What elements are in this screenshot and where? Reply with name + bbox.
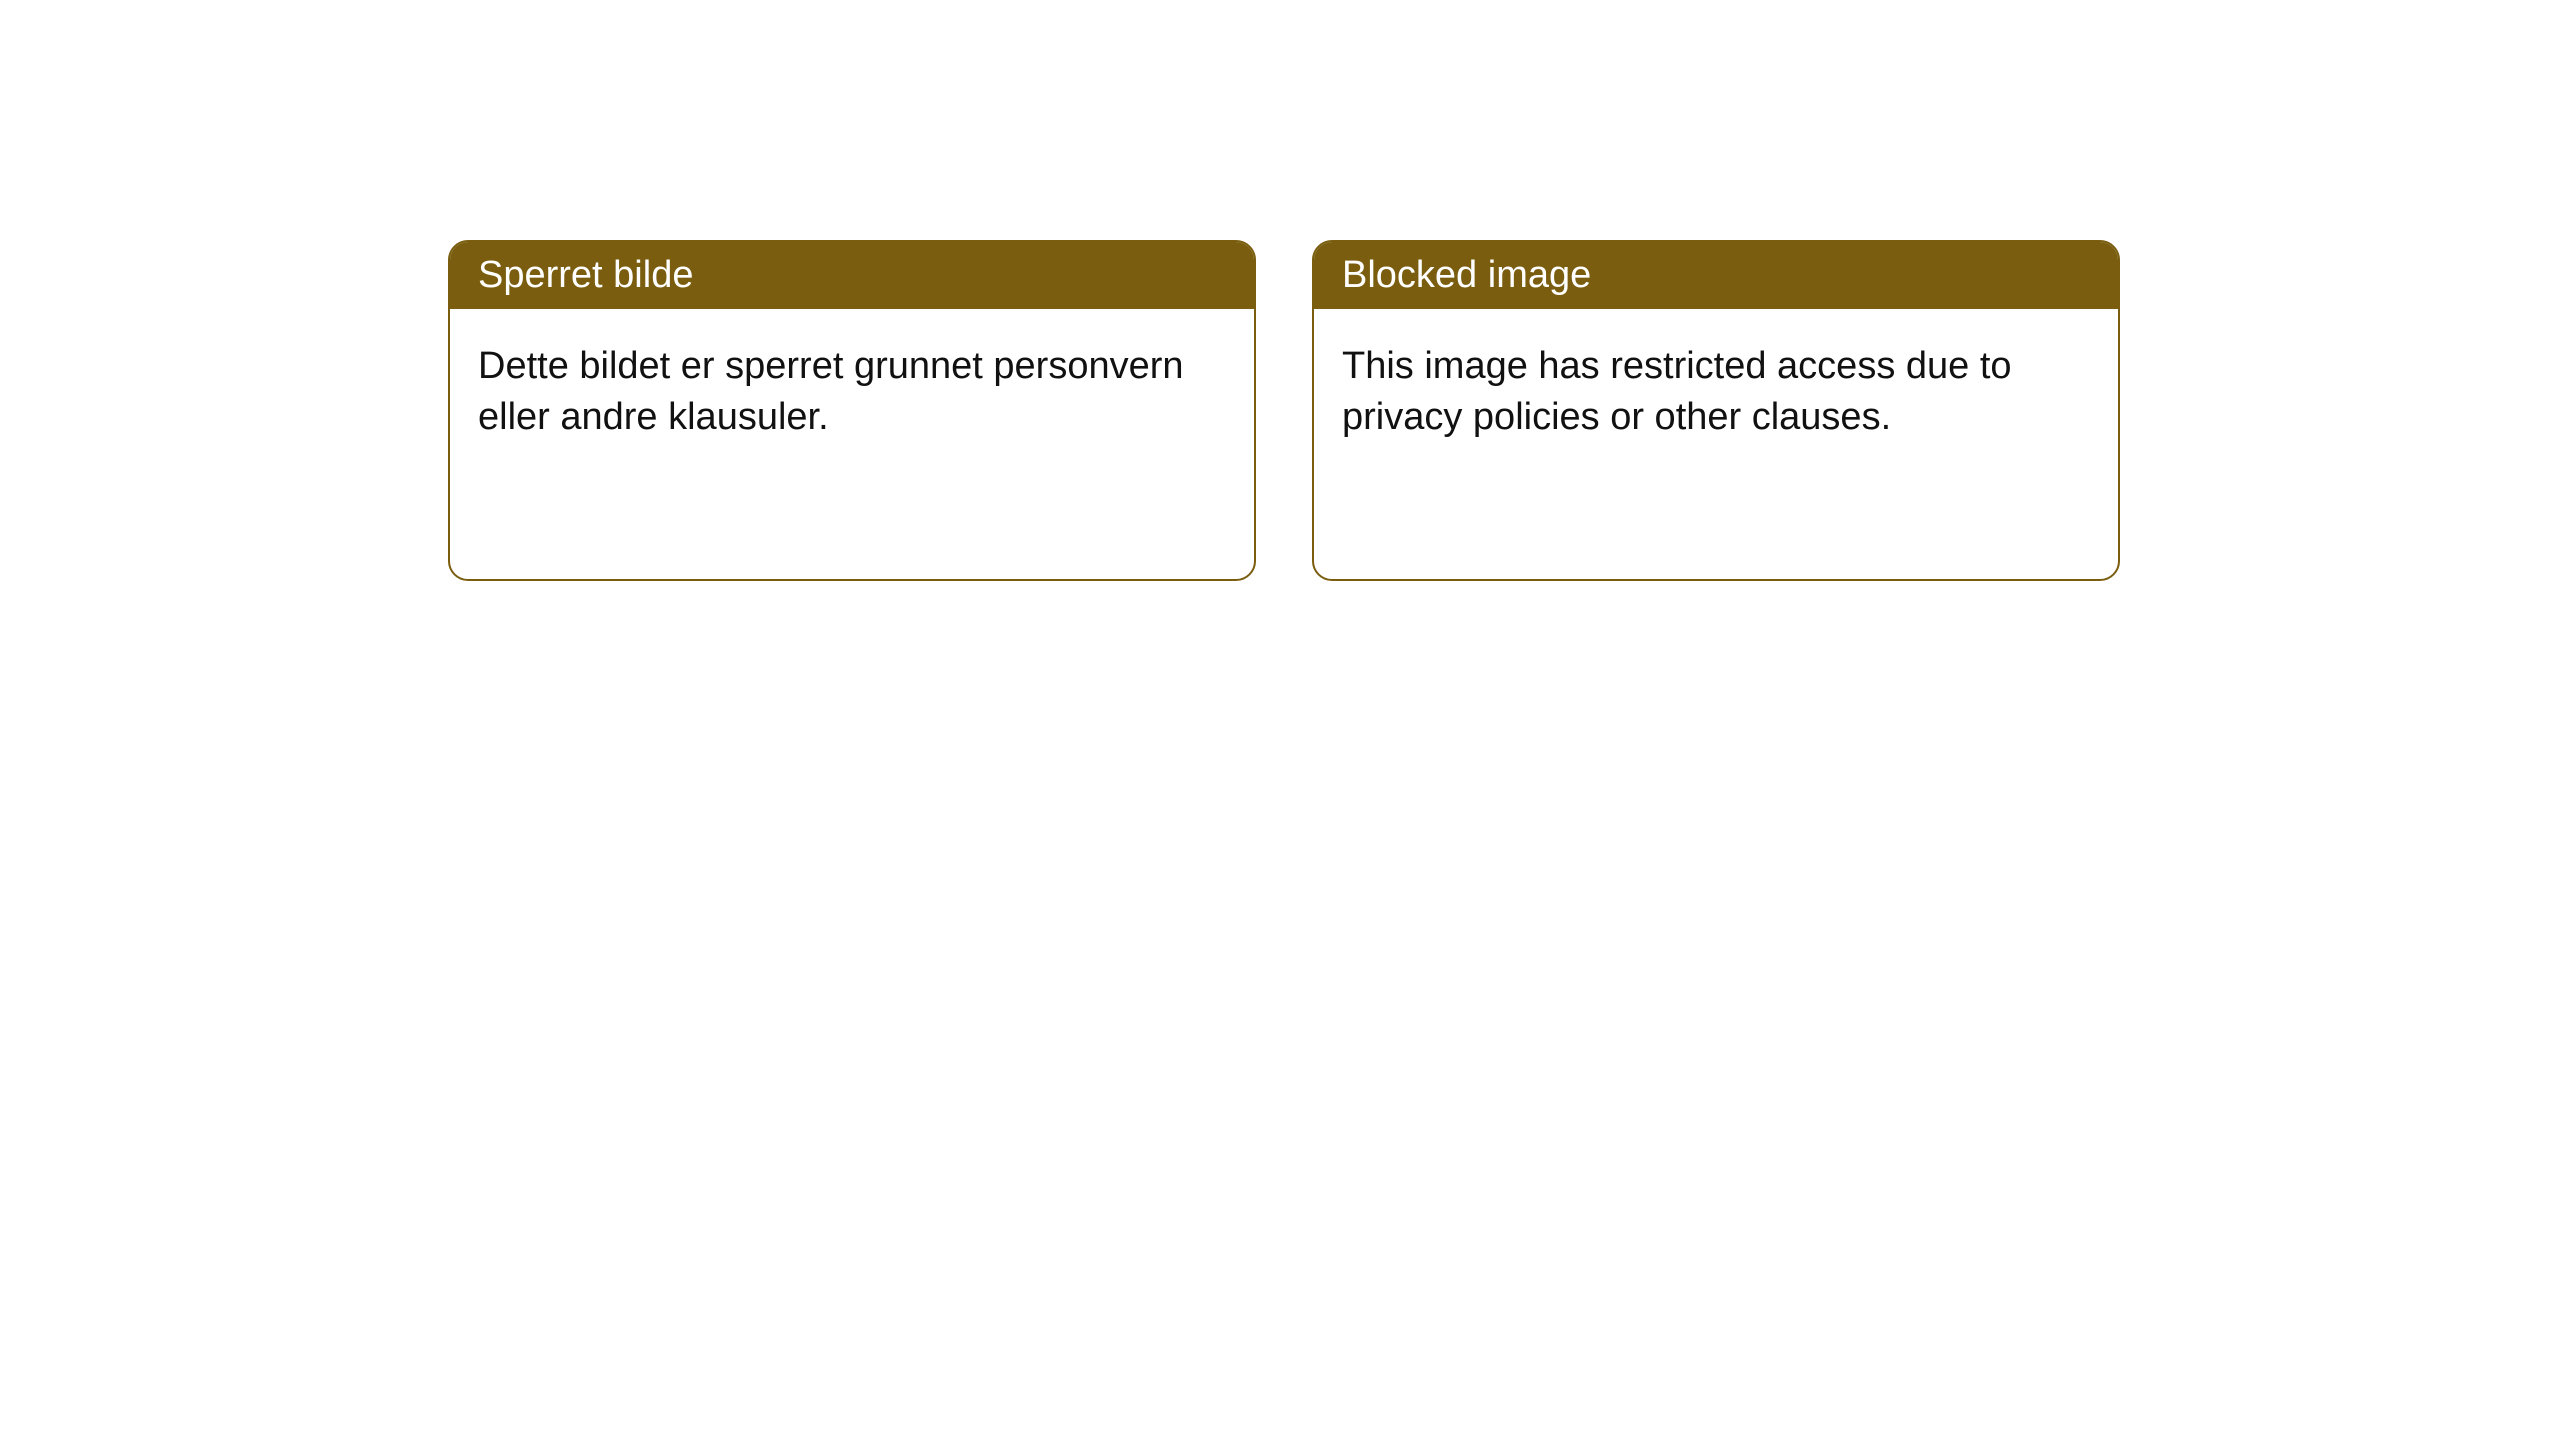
card-body: This image has restricted access due to …: [1314, 309, 2118, 579]
card-header: Blocked image: [1314, 242, 2118, 309]
card-message: Dette bildet er sperret grunnet personve…: [478, 345, 1184, 438]
card-body: Dette bildet er sperret grunnet personve…: [450, 309, 1254, 579]
card-title: Blocked image: [1342, 254, 1591, 296]
notice-card-norwegian: Sperret bilde Dette bildet er sperret gr…: [448, 240, 1256, 581]
notice-cards-container: Sperret bilde Dette bildet er sperret gr…: [448, 240, 2560, 581]
card-title: Sperret bilde: [478, 254, 693, 296]
card-message: This image has restricted access due to …: [1342, 345, 2012, 438]
notice-card-english: Blocked image This image has restricted …: [1312, 240, 2120, 581]
card-header: Sperret bilde: [450, 242, 1254, 309]
